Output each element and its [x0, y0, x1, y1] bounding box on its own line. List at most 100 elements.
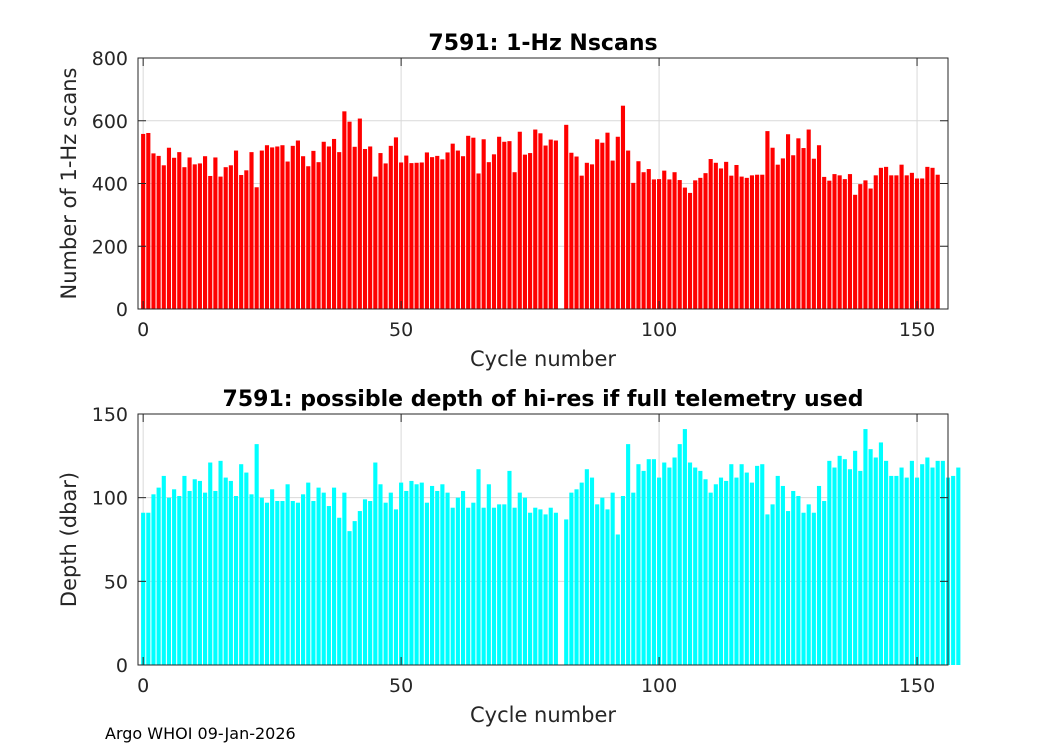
- top-bar: [182, 167, 187, 309]
- top-bar: [574, 156, 579, 309]
- bottom-bar: [816, 485, 822, 665]
- top-bar: [853, 194, 858, 309]
- bottom-bar: [440, 484, 445, 665]
- bottom-bar: [326, 506, 331, 665]
- top-chart-title: 7591: 1-Hz Nscans: [428, 31, 657, 56]
- top-bar: [729, 175, 734, 309]
- top-bar: [440, 159, 445, 309]
- top-bar: [889, 175, 894, 309]
- bottom-bar: [749, 482, 755, 665]
- bottom-bar: [775, 475, 780, 665]
- bottom-bar: [455, 497, 460, 665]
- bottom-bar: [780, 485, 785, 665]
- footer-credit: Argo WHOI 09-Jan-2026: [105, 724, 296, 743]
- top-bar: [548, 139, 553, 309]
- bottom-bar: [543, 514, 548, 665]
- top-bar: [615, 136, 620, 309]
- top-bar: [466, 135, 471, 309]
- bottom-bar: [615, 534, 620, 665]
- top-bar: [172, 157, 177, 309]
- top-bar: [486, 162, 491, 309]
- top-bar: [847, 174, 853, 309]
- bottom-bar: [595, 504, 600, 665]
- top-bar: [646, 169, 651, 309]
- top-bar: [579, 175, 584, 309]
- bottom-bar: [316, 487, 321, 665]
- top-bar: [270, 147, 275, 309]
- bottom-bar: [466, 507, 471, 665]
- bottom-ytick-label: 50: [104, 571, 128, 593]
- top-bar: [780, 158, 785, 309]
- top-bar: [718, 168, 724, 309]
- top-bar: [734, 164, 739, 309]
- bottom-xtick-label: 100: [641, 675, 677, 697]
- top-bar: [837, 175, 842, 309]
- top-bar: [538, 133, 543, 309]
- bottom-bar: [347, 531, 352, 665]
- bottom-bar: [662, 462, 667, 665]
- bottom-bar: [331, 487, 337, 665]
- top-bar: [693, 180, 698, 309]
- top-bar: [285, 161, 290, 309]
- bottom-bar: [182, 475, 187, 665]
- top-bar: [409, 163, 414, 309]
- top-bar: [868, 188, 873, 309]
- top-bar: [502, 141, 507, 309]
- top-bar: [507, 141, 512, 309]
- top-bar: [497, 136, 502, 309]
- bottom-bar: [502, 504, 507, 665]
- top-bar: [301, 156, 306, 309]
- bottom-bar: [362, 499, 368, 665]
- bottom-bar: [925, 457, 930, 665]
- top-bar: [584, 162, 589, 309]
- bottom-bar: [703, 479, 708, 665]
- bottom-bar: [393, 509, 399, 665]
- bottom-bar: [899, 467, 904, 665]
- top-bar: [337, 152, 342, 309]
- bottom-bar: [589, 477, 595, 665]
- top-bar: [228, 165, 233, 309]
- top-bar: [316, 162, 321, 309]
- top-xtick-label: 100: [641, 319, 677, 341]
- top-bar: [775, 164, 780, 309]
- top-bar: [203, 156, 208, 309]
- bottom-bar: [626, 444, 631, 665]
- bottom-bar: [553, 512, 558, 665]
- top-bar: [177, 152, 182, 309]
- bottom-bar: [378, 484, 383, 665]
- top-bar: [755, 174, 760, 309]
- bottom-bar: [249, 494, 254, 665]
- top-bar: [713, 162, 718, 309]
- bottom-bar: [760, 464, 765, 665]
- top-bar: [553, 140, 558, 309]
- bottom-bar: [228, 480, 233, 665]
- bottom-bar: [156, 487, 161, 665]
- bottom-chart-title: 7591: possible depth of hi-res if full t…: [223, 387, 864, 412]
- top-bar: [156, 155, 161, 309]
- bottom-bar: [306, 482, 311, 665]
- bottom-bar: [435, 490, 440, 665]
- top-y-axis-label: Number of 1-Hz scans: [57, 68, 81, 300]
- bottom-bar: [352, 521, 357, 665]
- top-bar: [595, 139, 600, 309]
- top-bar: [858, 184, 863, 309]
- top-bar: [786, 134, 791, 309]
- top-bar: [259, 150, 264, 309]
- top-bar: [662, 170, 667, 309]
- bottom-bar: [301, 494, 306, 665]
- bottom-bar: [197, 480, 202, 665]
- bottom-bar: [450, 507, 455, 665]
- top-bar: [249, 152, 254, 309]
- bottom-bar: [631, 492, 636, 665]
- bottom-bar: [894, 475, 899, 665]
- bottom-bar: [430, 485, 435, 665]
- bottom-bar: [213, 490, 218, 665]
- top-ytick-label: 0: [116, 299, 128, 321]
- bottom-bar: [863, 429, 868, 665]
- top-bar: [935, 174, 940, 309]
- top-bar: [368, 146, 373, 309]
- top-bar: [321, 141, 326, 309]
- top-bar: [378, 153, 383, 309]
- bottom-bar: [811, 512, 816, 665]
